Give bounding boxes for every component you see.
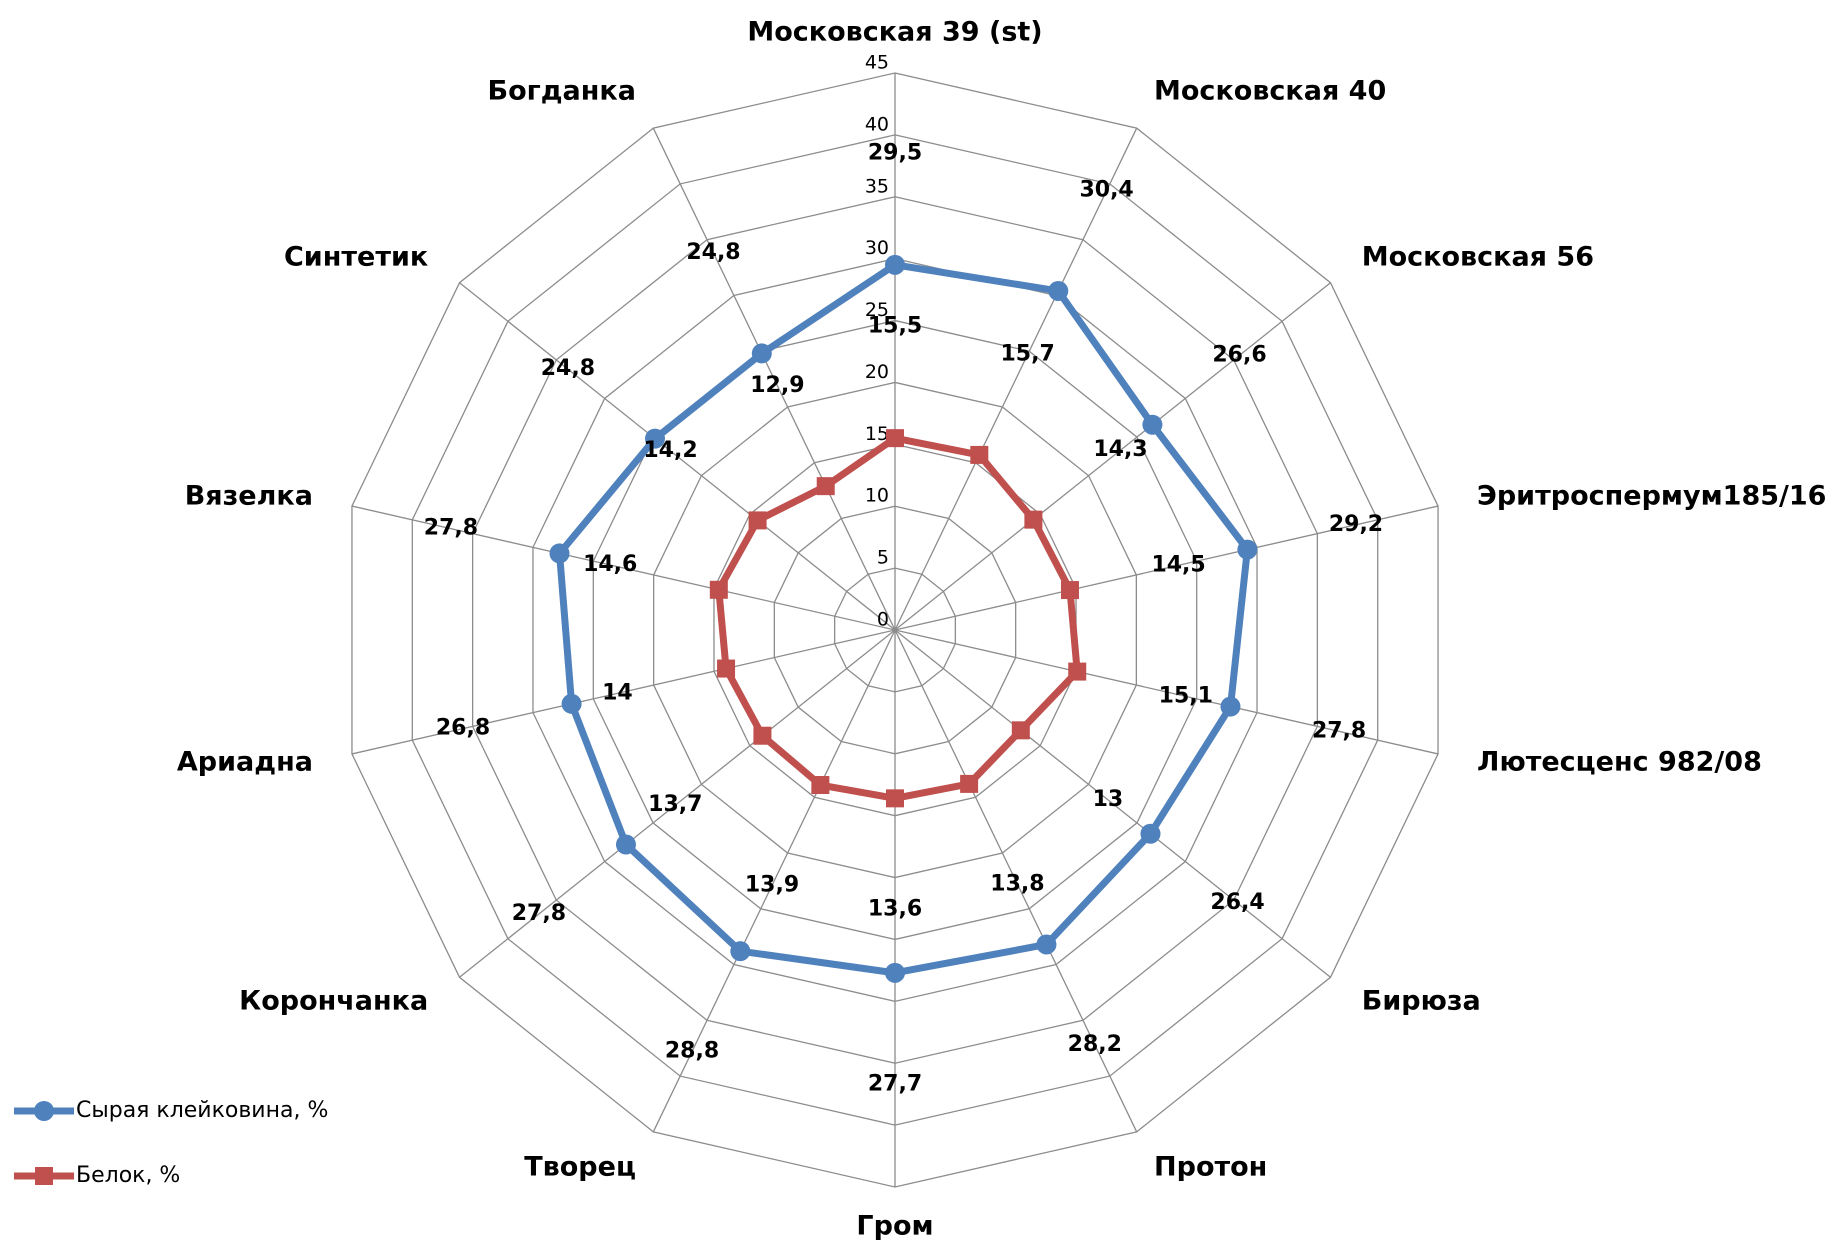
spoke xyxy=(652,127,896,631)
category-label: Корончанка xyxy=(239,986,428,1017)
tick-label: 30 xyxy=(865,237,889,259)
value-label: 29,5 xyxy=(868,140,922,165)
marker xyxy=(1140,823,1161,844)
marker xyxy=(1048,280,1069,301)
marker xyxy=(886,429,904,448)
value-label: 28,8 xyxy=(665,1039,719,1064)
marker xyxy=(960,774,979,793)
value-label: 28,2 xyxy=(1068,1032,1122,1057)
spoke xyxy=(459,629,896,978)
legend-label: Белок, % xyxy=(76,1163,180,1188)
value-label: 12,9 xyxy=(750,373,804,398)
tick-label: 5 xyxy=(877,547,889,569)
value-label: 30,4 xyxy=(1079,178,1133,203)
value-label: 27,8 xyxy=(1312,718,1366,743)
category-label: Творец xyxy=(524,1151,636,1182)
value-label: 14,5 xyxy=(1151,552,1205,577)
spoke xyxy=(894,127,1138,631)
value-label: 14,3 xyxy=(1093,437,1147,462)
marker xyxy=(751,343,772,364)
legend-marker xyxy=(35,1167,53,1185)
spoke xyxy=(894,505,1439,631)
value-label: 26,4 xyxy=(1210,890,1264,915)
marker xyxy=(645,428,666,449)
category-label: Протон xyxy=(1154,1151,1267,1182)
value-label: 13,7 xyxy=(648,792,702,817)
marker xyxy=(811,776,830,795)
marker xyxy=(561,693,582,714)
value-label: 24,8 xyxy=(686,240,740,265)
marker xyxy=(1237,539,1258,560)
category-label: Синтетик xyxy=(284,241,428,272)
value-label: 13,8 xyxy=(990,871,1044,896)
spoke xyxy=(894,629,1138,1133)
marker xyxy=(1068,662,1087,681)
value-label: 29,2 xyxy=(1329,512,1383,537)
category-label: Богданка xyxy=(488,76,636,107)
marker xyxy=(816,477,835,496)
marker xyxy=(753,726,772,745)
value-label: 13,9 xyxy=(745,872,799,897)
value-label: 14,6 xyxy=(583,552,637,577)
value-label: 15,1 xyxy=(1159,683,1213,708)
tick-label: 0 xyxy=(877,609,889,631)
tick-label: 10 xyxy=(865,485,889,507)
spoke xyxy=(894,282,1331,631)
value-label: 15,5 xyxy=(868,314,922,339)
category-label: Вязелка xyxy=(185,481,313,512)
marker xyxy=(1036,934,1057,955)
tick-label: 35 xyxy=(865,175,889,197)
marker xyxy=(970,445,989,464)
tick-label: 20 xyxy=(865,361,889,383)
marker xyxy=(885,962,905,983)
legend-label: Сырая клейковина, % xyxy=(76,1098,328,1123)
tick-label: 40 xyxy=(865,113,889,135)
marker xyxy=(1142,414,1163,435)
category-label: Ариадна xyxy=(177,746,313,777)
value-label: 13 xyxy=(1093,787,1124,812)
marker xyxy=(730,941,751,962)
value-label: 14 xyxy=(602,680,633,705)
category-label: Московская 39 (st) xyxy=(747,17,1042,48)
marker xyxy=(717,659,736,678)
value-label: 26,6 xyxy=(1212,342,1266,367)
category-label: Гром xyxy=(856,1211,933,1242)
spoke xyxy=(894,629,1331,978)
value-label: 26,8 xyxy=(436,716,490,741)
spoke xyxy=(894,629,1439,755)
marker xyxy=(1024,510,1043,529)
spoke xyxy=(652,629,896,1133)
series-line xyxy=(556,261,1251,977)
value-label: 15,7 xyxy=(1001,342,1055,367)
marker xyxy=(1011,721,1030,740)
marker xyxy=(615,834,636,855)
marker xyxy=(709,580,728,599)
tick-label: 25 xyxy=(865,299,889,321)
value-label: 27,8 xyxy=(424,516,478,541)
value-label: 13,6 xyxy=(868,897,922,922)
marker xyxy=(885,254,905,275)
marker xyxy=(1060,581,1079,600)
value-label: 14,2 xyxy=(643,438,697,463)
tick-label: 45 xyxy=(865,52,889,74)
value-label: 27,8 xyxy=(512,901,566,926)
legend-marker xyxy=(34,1101,54,1121)
tick-label: 15 xyxy=(865,423,889,445)
marker xyxy=(748,511,767,530)
category-label: Московская 40 xyxy=(1154,76,1386,107)
marker xyxy=(1220,696,1241,717)
marker xyxy=(886,789,904,808)
marker xyxy=(549,543,570,564)
category-label: Московская 56 xyxy=(1362,241,1594,272)
value-label: 27,7 xyxy=(868,1071,922,1096)
spoke xyxy=(459,282,896,631)
series-line xyxy=(715,434,1081,802)
spoke xyxy=(351,505,896,631)
category-label: Бирюза xyxy=(1362,986,1481,1017)
spoke xyxy=(351,629,896,755)
category-label: Эритроспермум185/16 xyxy=(1477,481,1826,512)
value-label: 24,8 xyxy=(541,356,595,381)
category-label: Лютесценс 982/08 xyxy=(1477,746,1762,777)
